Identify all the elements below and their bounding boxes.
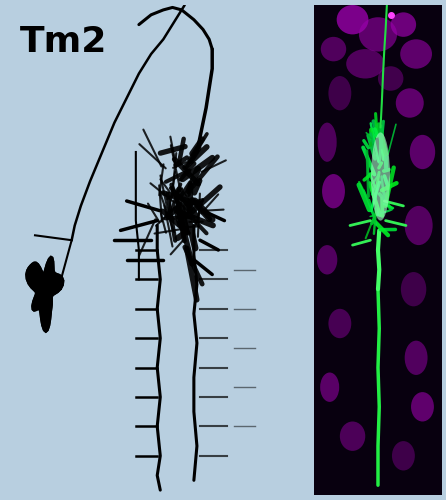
Ellipse shape: [359, 17, 397, 51]
Ellipse shape: [328, 76, 351, 110]
Polygon shape: [26, 256, 64, 332]
Ellipse shape: [410, 135, 435, 169]
Ellipse shape: [318, 122, 337, 162]
Ellipse shape: [320, 372, 339, 402]
Ellipse shape: [405, 340, 428, 375]
Ellipse shape: [317, 245, 337, 274]
Text: Tm2: Tm2: [20, 24, 107, 58]
Ellipse shape: [401, 272, 426, 306]
Ellipse shape: [400, 40, 432, 68]
Ellipse shape: [321, 37, 346, 62]
Ellipse shape: [322, 174, 345, 208]
Ellipse shape: [378, 66, 404, 91]
Ellipse shape: [337, 5, 368, 34]
Ellipse shape: [346, 49, 384, 78]
Ellipse shape: [392, 441, 415, 470]
Ellipse shape: [405, 206, 433, 245]
Ellipse shape: [391, 12, 416, 37]
Ellipse shape: [340, 422, 365, 451]
Ellipse shape: [411, 392, 434, 422]
Ellipse shape: [396, 88, 424, 118]
Ellipse shape: [371, 132, 390, 220]
Ellipse shape: [328, 309, 351, 338]
